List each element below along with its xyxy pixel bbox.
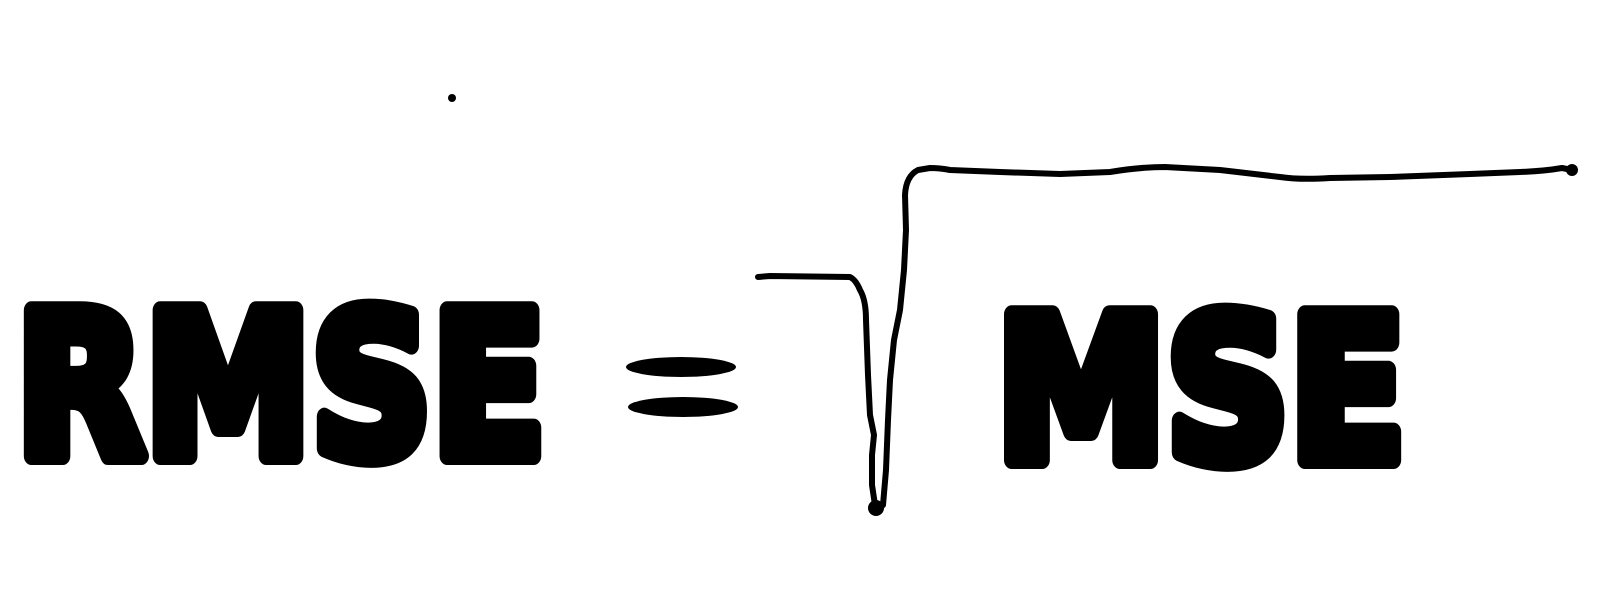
formula-lhs-text: RMSE: [16, 271, 546, 504]
radical-bottom-dot: [868, 500, 884, 516]
equals-bar-top: [626, 357, 736, 377]
radical-sign: [755, 164, 1578, 516]
equals-bar-bottom: [628, 397, 738, 417]
stray-dot: [448, 94, 456, 102]
radical-stroke: [755, 164, 1575, 511]
radical-start-dot: [1566, 164, 1578, 176]
equals-sign: =: [626, 357, 738, 417]
formula-radicand-text: MSE: [996, 275, 1406, 508]
